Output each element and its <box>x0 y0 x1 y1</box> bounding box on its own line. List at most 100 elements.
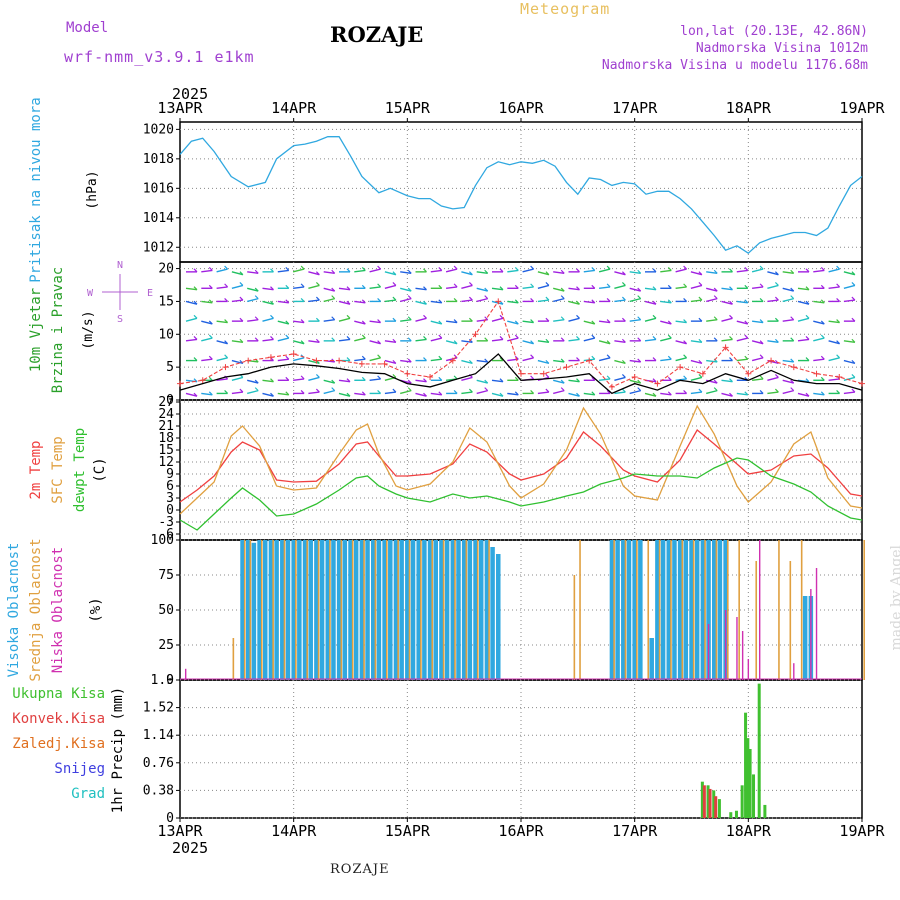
wind-barb <box>621 359 626 364</box>
pressure-tick-label: 1012 <box>143 240 174 255</box>
wind-barb <box>484 287 489 292</box>
wind-barb <box>323 271 335 274</box>
cloud-bar <box>476 540 479 680</box>
wind-barb <box>423 336 427 340</box>
wind-barb <box>706 389 718 395</box>
cloud-bar <box>800 540 803 680</box>
wind-barb <box>828 378 840 381</box>
cloud-bar <box>268 540 274 680</box>
wind-barb <box>453 319 458 323</box>
wind-barb <box>667 355 672 360</box>
wind-barb <box>667 391 672 396</box>
wind-barb <box>629 271 641 274</box>
wind-barb <box>361 376 366 381</box>
cloud-bar <box>573 575 576 680</box>
cloud-bar <box>243 540 246 680</box>
wind-barb <box>736 269 748 273</box>
wind-barb <box>438 284 443 289</box>
precip-bar <box>717 799 721 818</box>
wind-barb <box>507 392 519 396</box>
wind-barb <box>713 337 718 342</box>
precip-bar <box>700 781 704 818</box>
wind-gust-point <box>586 357 593 364</box>
wind-barb <box>805 314 810 319</box>
pressure-tick-label: 1016 <box>143 181 174 196</box>
wind-barb <box>430 337 442 342</box>
wind-barb <box>698 388 703 393</box>
wind-gust-point <box>381 360 388 367</box>
wind-barb <box>407 295 412 300</box>
cloud-bar <box>647 540 650 680</box>
wind-barb <box>591 355 596 360</box>
wind-barb <box>346 357 351 361</box>
wind-barb <box>392 296 397 301</box>
precip-bar <box>702 785 706 818</box>
wind-gust-point <box>859 380 865 387</box>
wind-gust-point <box>608 383 615 390</box>
cloud-bar <box>741 631 744 680</box>
wind-barb <box>591 267 596 271</box>
wind-barb <box>782 379 794 384</box>
cloud-tick-label: 0 <box>166 673 174 688</box>
wind-barb <box>560 316 565 321</box>
precip-bar <box>752 774 756 818</box>
wind-barb <box>377 340 382 345</box>
cloud-bar <box>272 540 274 680</box>
wind-barb <box>254 287 259 292</box>
wind-barb <box>560 387 565 392</box>
wind-barb <box>683 390 688 394</box>
wind-barb <box>292 357 305 362</box>
wind-barb <box>553 359 565 363</box>
wind-barb <box>591 299 596 304</box>
wind-barb <box>277 320 289 325</box>
wind-barb <box>797 392 810 397</box>
wind-barb <box>354 269 366 273</box>
wind-barb <box>285 284 290 289</box>
wind-barb <box>667 320 672 325</box>
wind-barb <box>423 286 427 291</box>
cloud-axis-label: Niska Oblacnost <box>50 547 66 673</box>
wind-barb <box>774 271 779 276</box>
wind-barb <box>537 340 549 343</box>
wind-barb <box>767 271 779 276</box>
wind-barb <box>683 298 688 302</box>
cloud-bar <box>632 540 637 680</box>
wind-barb <box>346 268 351 273</box>
wind-barb <box>315 374 320 378</box>
wind-barb <box>606 354 611 359</box>
cloud-bar <box>260 540 263 680</box>
wind-barb <box>522 286 534 289</box>
wind-barb <box>285 376 290 381</box>
wind-barb <box>621 296 626 301</box>
wind-barb <box>698 374 703 378</box>
wind-barb <box>346 392 351 397</box>
wind-barb <box>430 269 442 273</box>
wind-barb <box>484 379 489 384</box>
wind-barb <box>392 388 397 393</box>
wind-barb <box>545 359 550 364</box>
cloud-bar <box>490 547 495 680</box>
wind-barb <box>813 392 825 396</box>
wind-barb <box>706 359 718 363</box>
cloud-axis-label: Visoka Oblacnost <box>6 543 22 678</box>
wind-barb <box>820 320 825 325</box>
precip-bar <box>740 785 744 818</box>
cloud-bar <box>615 540 620 680</box>
wind-barb <box>193 314 198 319</box>
wind-barb <box>354 300 366 304</box>
wind-barb <box>782 297 794 303</box>
wind-barb <box>759 283 764 288</box>
wind-barb <box>514 320 519 325</box>
wind-barb <box>361 391 366 396</box>
cloud-bar <box>655 540 660 680</box>
wind-barb <box>514 355 519 360</box>
cloud-bar <box>484 540 490 680</box>
temperature-tick-label: 6 <box>166 479 174 494</box>
wind-barb <box>767 340 779 343</box>
wind-barb <box>361 320 366 325</box>
cloud-bar <box>802 596 808 680</box>
wind-barb <box>583 337 595 342</box>
wind-barb <box>790 387 795 392</box>
wind-barb <box>652 378 657 383</box>
cloud-bar <box>232 638 235 680</box>
